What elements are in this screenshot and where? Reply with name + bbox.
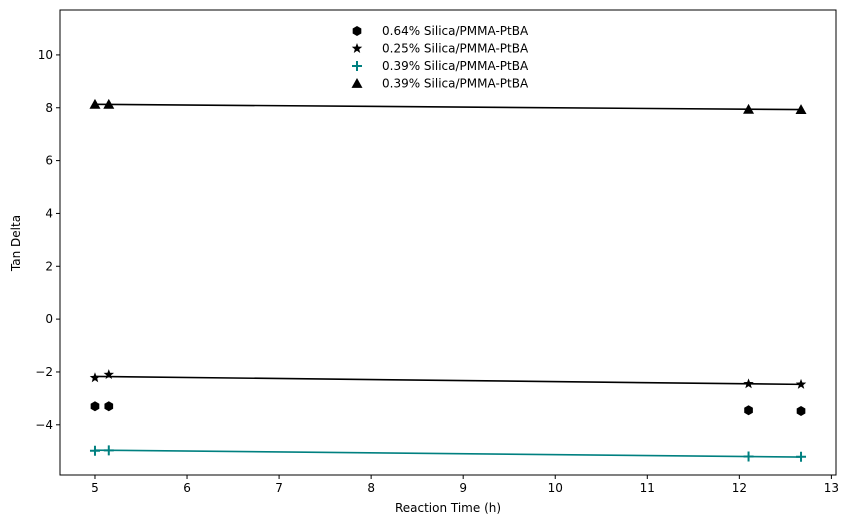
x-tick-label: 10 [548, 481, 563, 495]
legend-marker-hexagon [352, 26, 362, 36]
data-point-star [103, 369, 115, 380]
data-point-star [743, 378, 754, 389]
legend-marker-star [351, 43, 363, 53]
legend-label: 0.64% Silica/PMMA-PtBA [382, 24, 529, 38]
y-tick-label: 6 [45, 154, 53, 168]
data-point-hexagon [90, 401, 100, 412]
x-tick-label: 7 [275, 481, 283, 495]
x-tick-label: 5 [91, 481, 99, 495]
data-point-hexagon [744, 405, 753, 416]
data-point-hexagon [104, 401, 114, 412]
data-point-triangle [103, 98, 115, 109]
x-tick-label: 9 [459, 481, 467, 495]
x-tick-label: 11 [640, 481, 655, 495]
fit-line [94, 449, 802, 458]
y-tick-label: −4 [35, 418, 53, 432]
y-tick-label: 8 [45, 101, 53, 115]
legend-label: 0.39% Silica/PMMA-PtBA [382, 77, 529, 91]
x-axis-label: Reaction Time (h) [395, 501, 501, 515]
data-point-plus [796, 451, 807, 462]
data-point-hexagon [796, 406, 806, 417]
data-point-triangle [743, 103, 755, 114]
data-point-triangle [795, 104, 807, 115]
fit-line [94, 375, 802, 386]
y-axis-ticks: −4 −2 0 2 4 6 8 10 [35, 48, 60, 432]
y-tick-label: 2 [45, 259, 53, 273]
y-axis-label: Tan Delta [9, 215, 23, 272]
legend-label: 0.25% Silica/PMMA-PtBA [382, 42, 529, 56]
x-tick-label: 6 [183, 481, 191, 495]
fit-lines [94, 103, 802, 458]
data-point-plus [743, 451, 754, 462]
y-tick-label: 10 [38, 48, 53, 62]
legend-marker-triangle [351, 78, 363, 88]
x-tick-label: 13 [824, 481, 839, 495]
data-point-star [89, 372, 101, 383]
legend-marker-plus [352, 61, 362, 71]
y-tick-label: 0 [45, 312, 53, 326]
y-tick-label: 4 [45, 206, 53, 220]
fit-line [94, 103, 802, 111]
x-axis-ticks: 5 6 7 8 9 10 11 12 13 [91, 475, 839, 495]
legend: 0.64% Silica/PMMA-PtBA 0.25% Silica/PMMA-… [351, 24, 529, 91]
data-point-plus [89, 445, 100, 456]
x-tick-label: 12 [732, 481, 747, 495]
legend-label: 0.39% Silica/PMMA-PtBA [382, 59, 529, 73]
x-tick-label: 8 [367, 481, 375, 495]
data-point-star [795, 378, 807, 389]
data-point-triangle [89, 98, 101, 109]
data-point-plus [103, 445, 114, 456]
y-tick-label: −2 [35, 365, 53, 379]
plot-area-frame [59, 9, 837, 476]
data-markers [89, 98, 807, 462]
